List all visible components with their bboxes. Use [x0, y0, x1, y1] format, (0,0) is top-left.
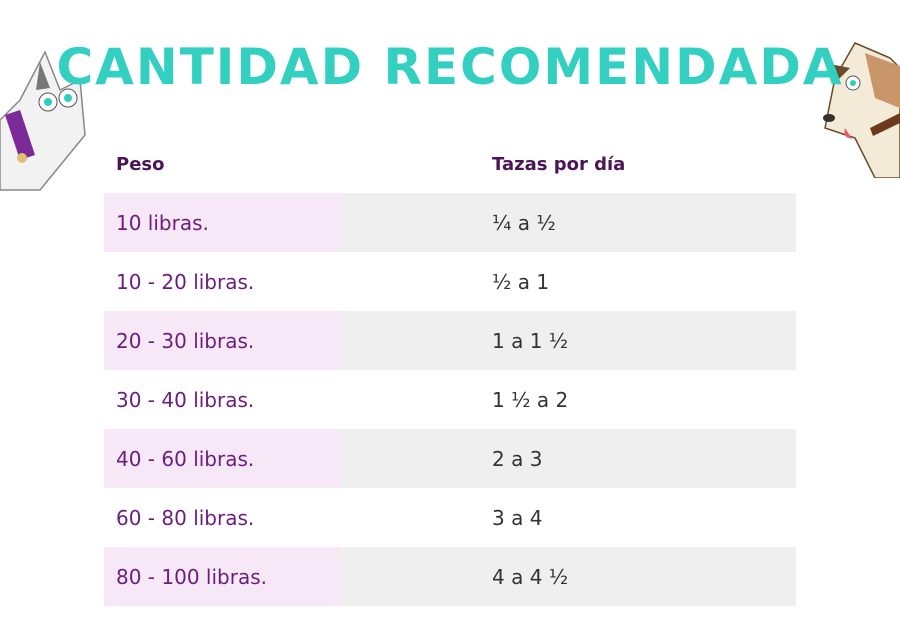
- weight-cell: 20 - 30 libras.: [104, 311, 340, 370]
- cups-cell: ¼ a ½: [340, 193, 796, 252]
- table-row: 40 - 60 libras. 2 a 3: [104, 429, 796, 488]
- table-row: 10 - 20 libras. ½ a 1: [104, 252, 796, 311]
- table-row: 60 - 80 libras. 3 a 4: [104, 488, 796, 547]
- weight-cell: 40 - 60 libras.: [104, 429, 340, 488]
- dog-illustration: [823, 42, 900, 178]
- cups-cell: 4 a 4 ½: [340, 547, 796, 606]
- table-row: 80 - 100 libras. 4 a 4 ½: [104, 547, 796, 606]
- cups-cell: 3 a 4: [492, 505, 543, 530]
- table-row: 30 - 40 libras. 1 ½ a 2: [104, 370, 796, 429]
- cups-cell: 1 ½ a 2: [492, 387, 569, 412]
- cups-cell: 2 a 3: [340, 429, 796, 488]
- table-row: 20 - 30 libras. 1 a 1 ½: [104, 311, 796, 370]
- weight-cell: 10 - 20 libras.: [116, 269, 255, 294]
- header-row: Peso Tazas por día: [104, 135, 796, 193]
- column-header: Tazas por día: [492, 153, 626, 175]
- cat-illustration: [0, 50, 86, 191]
- cups-cell: 1 a 1 ½: [340, 311, 796, 370]
- table: Peso Tazas por día 10 libras. ¼ a ½ 10 - 2…: [104, 135, 796, 606]
- weight-cell: 60 - 80 libras.: [116, 505, 255, 530]
- title: CANTIDAD RECOMENDADA: [56, 38, 844, 96]
- weight-cell: 30 - 40 libras.: [116, 387, 255, 412]
- table-row: 10 libras. ¼ a ½: [104, 193, 796, 252]
- weight-cell: 80 - 100 libras.: [104, 547, 340, 606]
- cups-cell: ½ a 1: [492, 269, 550, 294]
- column-header: Peso: [116, 153, 165, 175]
- weight-cell: 10 libras.: [104, 193, 340, 252]
